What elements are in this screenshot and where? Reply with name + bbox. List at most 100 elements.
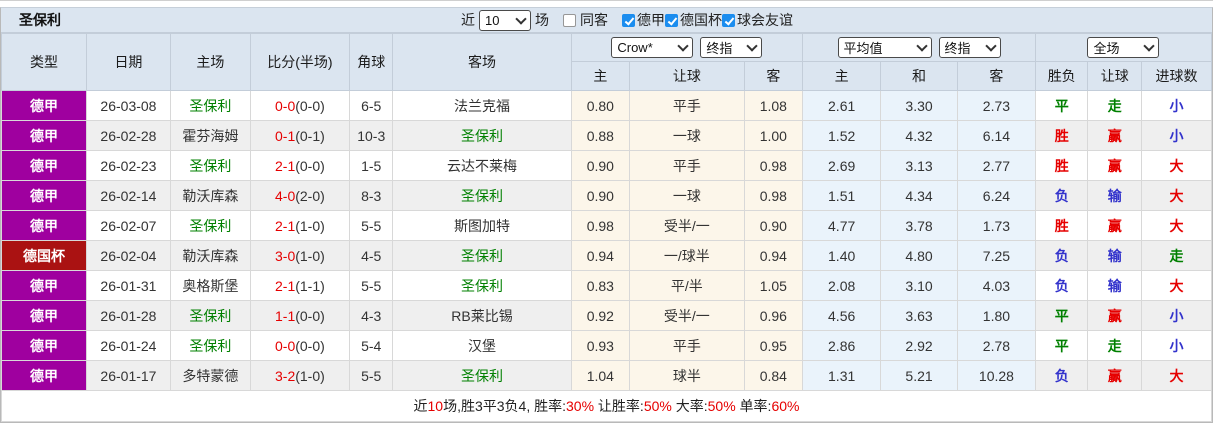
result-outcome: 负 xyxy=(1034,180,1089,211)
handicap-home-odds: 0.92 xyxy=(570,300,631,331)
euro-home-odds: 2.69 xyxy=(802,150,882,181)
handicap-line: 平手 xyxy=(629,330,745,361)
score: 2-1(0-0) xyxy=(249,150,350,181)
euro-away-odds: 7.25 xyxy=(956,240,1036,271)
handicap-home-odds: 0.94 xyxy=(570,240,631,271)
half-time-score: (0-0) xyxy=(295,97,325,114)
handicap-line: 平/半 xyxy=(629,270,745,301)
average-odds-value: 平均值 xyxy=(843,41,883,56)
bundesliga-label: 德甲 xyxy=(637,12,665,28)
dfb-pokal-checkbox[interactable] xyxy=(665,13,678,27)
handicap-result: 赢 xyxy=(1087,210,1143,241)
league-badge: 德甲 xyxy=(1,270,87,301)
corners: 5-5 xyxy=(348,210,394,241)
goals-result: 大 xyxy=(1141,360,1212,391)
match-date: 26-01-31 xyxy=(85,270,171,301)
match-row: 德甲 26-02-28 霍芬海姆 0-1(0-1) 10-3 圣保利 0.88 一球 1.00 1… xyxy=(1,120,1212,151)
match-date: 26-02-14 xyxy=(85,180,171,211)
chevron-down-icon xyxy=(984,40,997,52)
score: 0-0(0-0) xyxy=(249,90,350,121)
away-team: 圣保利 xyxy=(392,120,572,151)
handicap-stage-select[interactable]: 终指 xyxy=(700,37,763,58)
match-row: 德甲 26-02-23 圣保利 2-1(0-0) 1-5 云达不莱梅 0.90 平手 0.98 2… xyxy=(1,150,1212,181)
goals-result: 小 xyxy=(1141,300,1212,331)
euro-draw-odds: 3.63 xyxy=(880,300,958,331)
full-time-score: 2-1 xyxy=(275,277,296,294)
goals-result: 大 xyxy=(1141,180,1212,211)
subcol-handicap-away: 客 xyxy=(743,61,804,91)
subcol-euro-draw: 和 xyxy=(880,61,958,91)
score: 1-1(0-0) xyxy=(249,300,350,331)
col-header-away: 客场 xyxy=(392,33,572,91)
handicap-line: 受半/一 xyxy=(629,300,745,331)
half-time-score: (1-0) xyxy=(295,367,325,384)
full-time-score: 2-1 xyxy=(275,157,296,174)
home-team: 圣保利 xyxy=(169,150,251,181)
handicap-home-odds: 0.80 xyxy=(570,90,631,121)
league-badge: 德甲 xyxy=(1,150,87,181)
team-name-title: 圣保利 xyxy=(19,12,61,28)
handicap-result: 输 xyxy=(1087,180,1143,211)
col-header-date: 日期 xyxy=(85,33,171,91)
match-date: 26-01-17 xyxy=(85,360,171,391)
euro-home-odds: 1.52 xyxy=(802,120,882,151)
summary-stat-value: 30% xyxy=(566,398,595,414)
euro-away-odds: 1.73 xyxy=(956,210,1036,241)
euro-draw-odds: 4.34 xyxy=(880,180,958,211)
filter-controls: 近 10 场 同客 德甲 德国杯 球会友谊 xyxy=(457,9,793,31)
euro-draw-odds: 5.21 xyxy=(880,360,958,391)
half-time-score: (0-0) xyxy=(295,337,325,354)
same-away-label: 同客 xyxy=(580,12,608,28)
home-team: 圣保利 xyxy=(169,330,251,361)
handicap-away-odds: 1.08 xyxy=(743,90,804,121)
euro-away-odds: 6.14 xyxy=(956,120,1036,151)
euro-stage-select[interactable]: 终指 xyxy=(938,37,1001,58)
period-select[interactable]: 全场 xyxy=(1087,37,1160,58)
home-team: 勒沃库森 xyxy=(169,180,251,211)
summary-row: 近10场,胜3平3负4, 胜率:30% 让胜率:50% 大率:50% 单率:60… xyxy=(1,390,1212,422)
euro-draw-odds: 4.32 xyxy=(880,120,958,151)
club-friendly-label: 球会友谊 xyxy=(737,12,793,28)
goals-result: 小 xyxy=(1141,120,1212,151)
average-odds-select[interactable]: 平均值 xyxy=(837,37,932,58)
euro-away-odds: 2.78 xyxy=(956,330,1036,361)
euro-stage-value: 终指 xyxy=(944,41,971,56)
subcol-euro-home: 主 xyxy=(802,61,882,91)
same-away-checkbox[interactable] xyxy=(563,13,576,27)
match-date: 26-03-08 xyxy=(85,90,171,121)
euro-away-odds: 2.77 xyxy=(956,150,1036,181)
club-friendly-checkbox[interactable] xyxy=(722,13,735,27)
euro-home-odds: 1.31 xyxy=(802,360,882,391)
match-row: 德甲 26-02-07 圣保利 2-1(1-0) 5-5 斯图加特 0.98 受半/一 0.90… xyxy=(1,210,1212,241)
handicap-result: 输 xyxy=(1087,240,1143,271)
handicap-line: 一球 xyxy=(629,120,745,151)
match-history-table: 类型 日期 主场 比分(半场) 角球 客场 Crow* 终指 xyxy=(1,33,1213,422)
goals-result: 大 xyxy=(1141,150,1212,181)
match-date: 26-01-24 xyxy=(85,330,171,361)
score: 3-2(1-0) xyxy=(249,360,350,391)
handicap-result: 赢 xyxy=(1087,360,1143,391)
handicap-result: 输 xyxy=(1087,270,1143,301)
score: 0-0(0-0) xyxy=(249,330,350,361)
summary-stat-value: 60% xyxy=(771,398,800,414)
home-team: 圣保利 xyxy=(169,90,251,121)
full-time-score: 0-1 xyxy=(275,127,296,144)
handicap-home-odds: 0.83 xyxy=(570,270,631,301)
handicap-line: 平手 xyxy=(629,150,745,181)
match-date: 26-01-28 xyxy=(85,300,171,331)
bundesliga-checkbox[interactable] xyxy=(622,13,635,27)
recent-count-select[interactable]: 10 xyxy=(479,9,531,31)
corners: 5-5 xyxy=(348,270,394,301)
handicap-away-odds: 0.95 xyxy=(743,330,804,361)
recent-suffix-label: 场 xyxy=(535,12,549,28)
chevron-down-icon xyxy=(915,40,928,52)
handicap-away-odds: 0.90 xyxy=(743,210,804,241)
summary-text: 场,胜3平3负4, 胜率: xyxy=(443,398,567,414)
match-row: 德甲 26-02-14 勒沃库森 4-0(2-0) 8-3 圣保利 0.90 一球 0.98 1.… xyxy=(1,180,1212,211)
recent-count-value: 10 xyxy=(485,12,500,28)
summary-stat-value: 10 xyxy=(427,398,444,414)
full-time-score: 0-0 xyxy=(275,97,296,114)
panel-header-bar: 圣保利 近 10 场 同客 德甲 德国杯 球会友谊 xyxy=(1,8,1212,33)
bookmaker-select[interactable]: Crow* xyxy=(611,37,694,58)
full-time-score: 4-0 xyxy=(275,187,296,204)
